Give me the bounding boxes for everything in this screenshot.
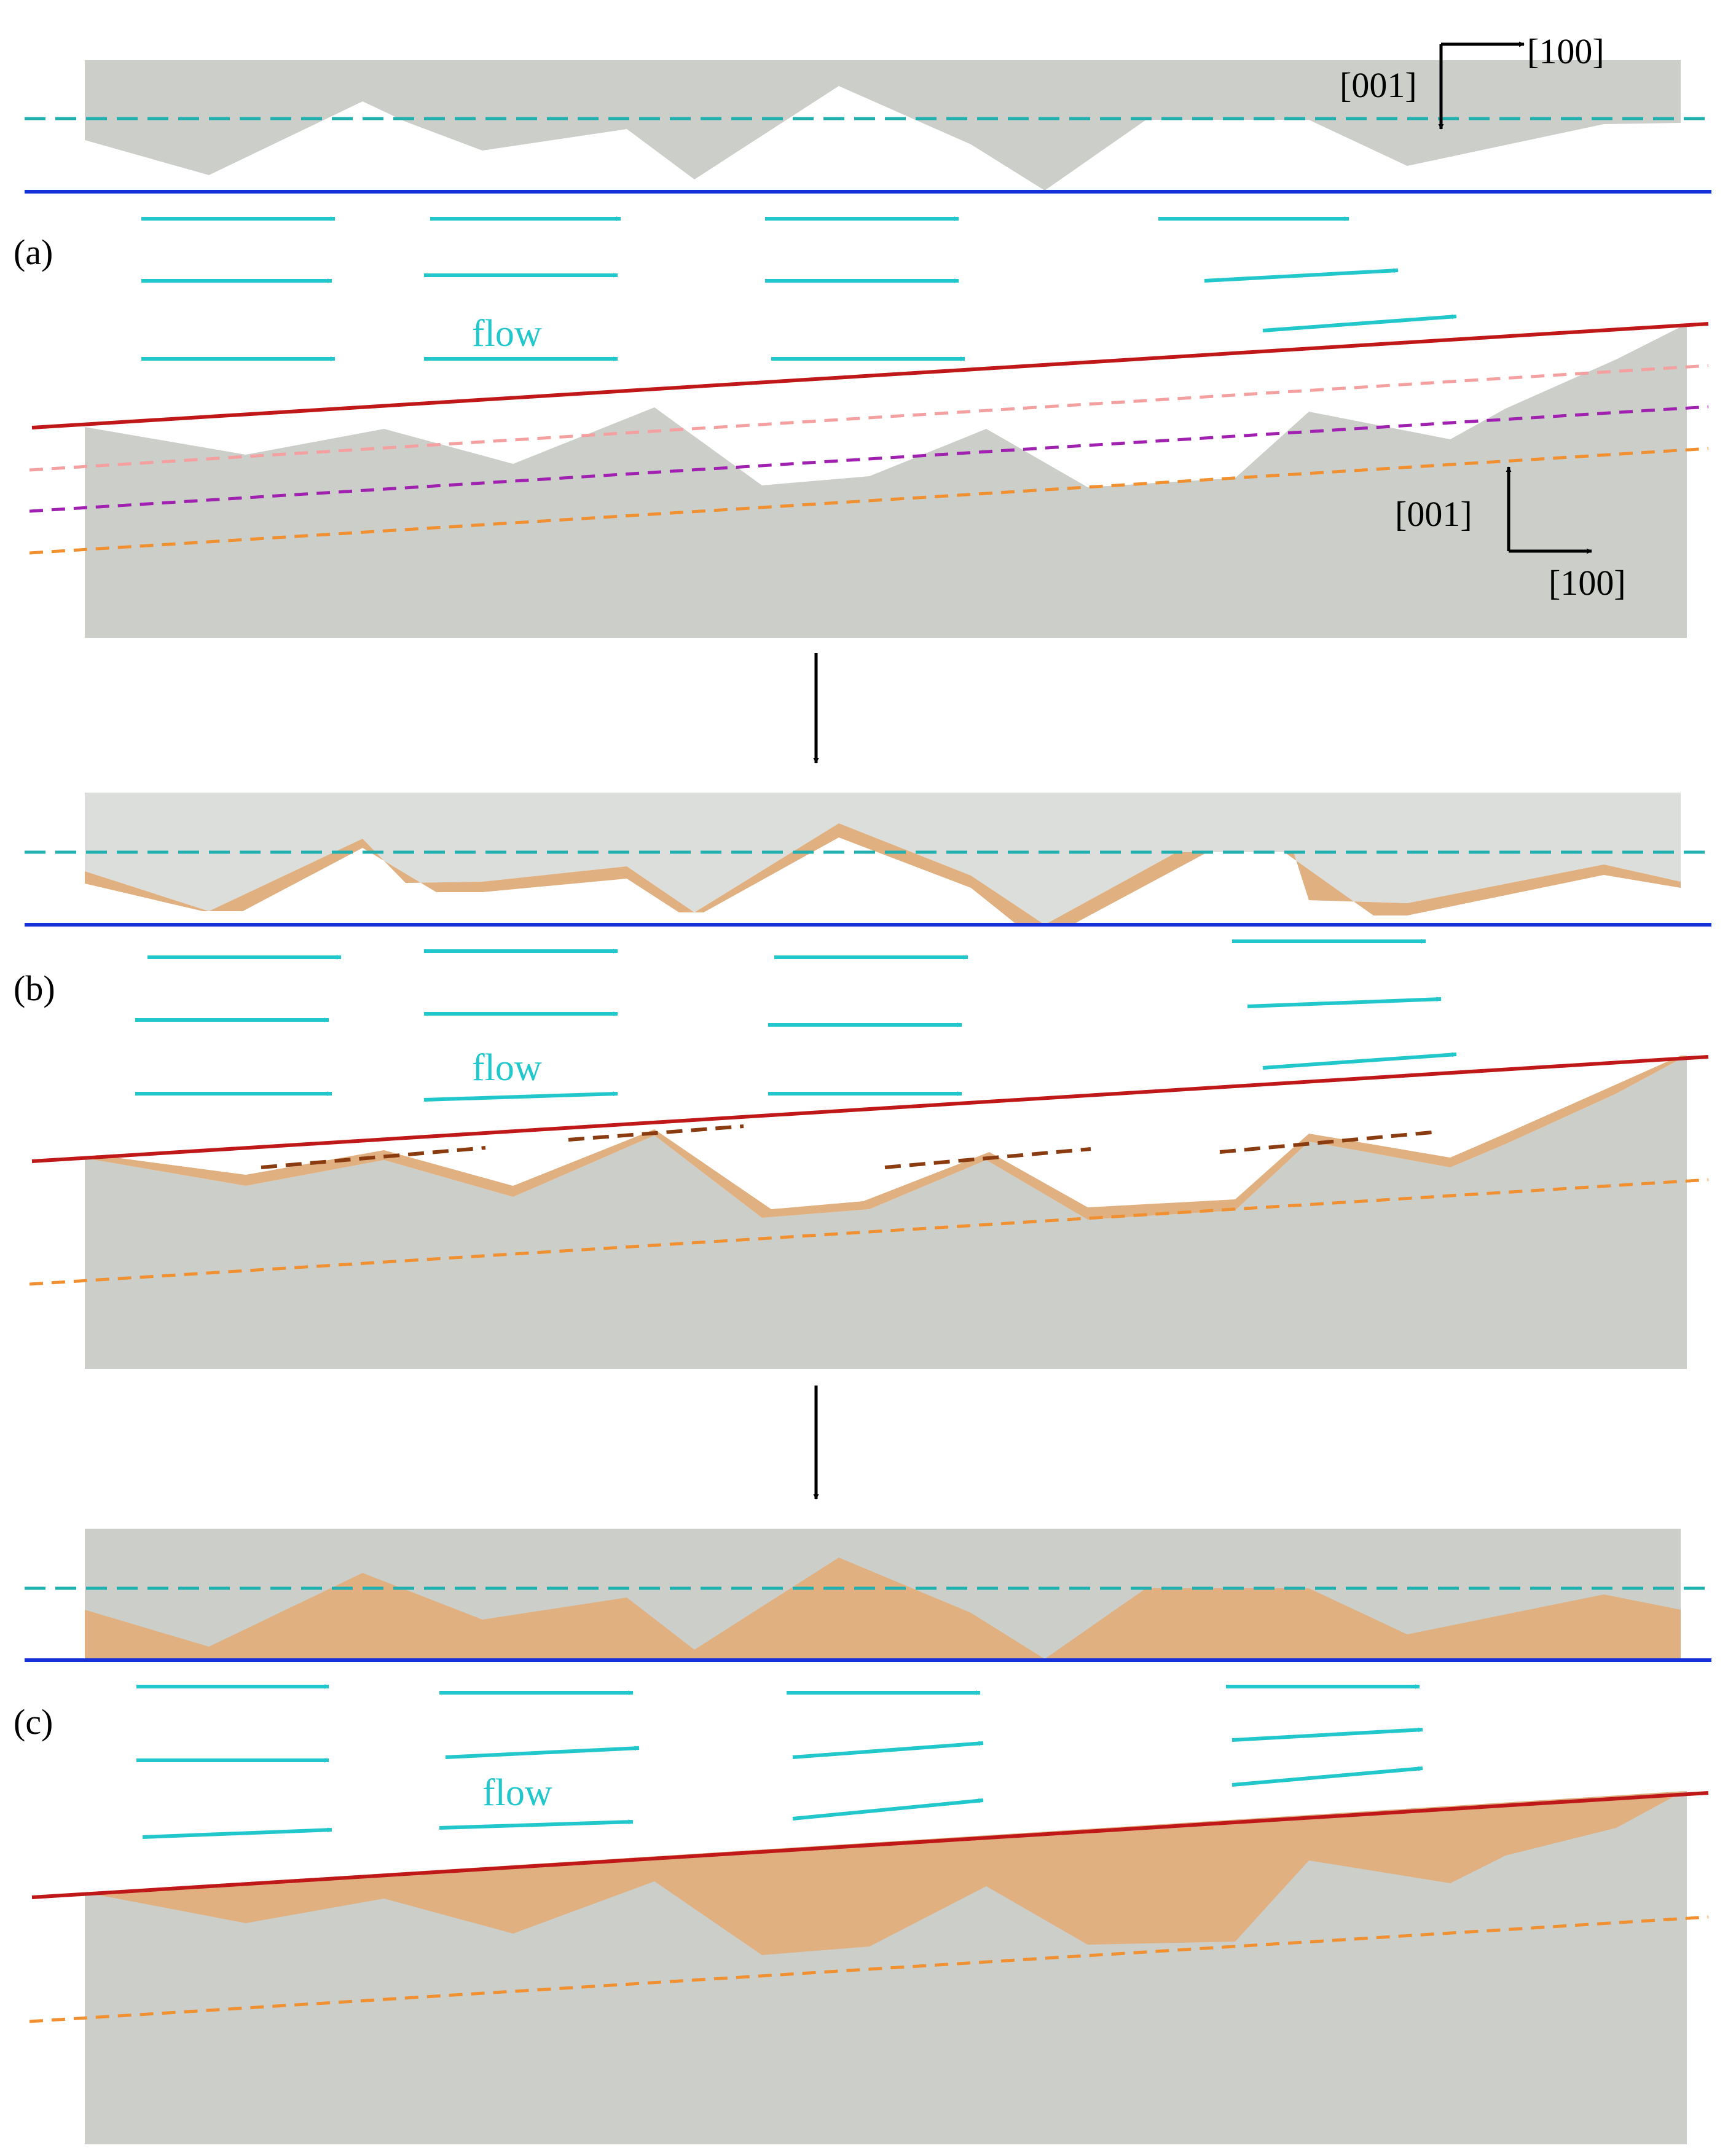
panel-label-b: (b) xyxy=(14,968,55,1008)
dashed-line-orange-a xyxy=(29,447,1709,555)
deposit-layer-lower-b xyxy=(85,1056,1687,1220)
flow-arrow xyxy=(792,1798,984,1821)
dashed-line-orange-c xyxy=(29,1915,1709,2023)
flow-arrow xyxy=(792,1741,984,1759)
axis-001-label-bottom: [001] xyxy=(1395,494,1472,534)
panel-a: flow (a) xyxy=(14,60,1711,638)
terrace-line xyxy=(568,1124,744,1142)
flow-arrow xyxy=(1231,1766,1423,1787)
flow-arrow xyxy=(1231,1727,1423,1742)
panel-label-c: (c) xyxy=(14,1702,53,1742)
terrace-line xyxy=(261,1146,486,1169)
tilted-surface-line-a xyxy=(31,322,1709,429)
flow-arrows-c xyxy=(136,1684,1423,1839)
flow-arrow xyxy=(142,1827,332,1839)
dashed-line-pink-a xyxy=(29,364,1709,472)
axis-001-label-top: [001] xyxy=(1340,65,1417,105)
deposit-layer-upper-b xyxy=(85,823,1681,925)
crystal-axes-bottom: [100] [001] xyxy=(1395,466,1626,603)
axis-100-label-top: [100] xyxy=(1527,31,1604,71)
terrace-line xyxy=(884,1147,1091,1169)
flow-arrow xyxy=(1204,268,1399,283)
deposit-fill-lower-c xyxy=(85,1791,1687,1955)
flow-label-b: flow xyxy=(472,1047,542,1089)
axis-100-label-bottom: [100] xyxy=(1549,563,1626,603)
upper-crystal-a xyxy=(85,60,1681,190)
flow-arrows-b xyxy=(135,939,1457,1102)
flow-arrow xyxy=(423,1091,618,1102)
flow-arrows-a xyxy=(141,216,1457,361)
dashed-line-orange-b xyxy=(29,1178,1709,1286)
flow-arrow xyxy=(1262,1052,1457,1070)
lower-crystal-a xyxy=(85,324,1687,638)
upper-crystal-b xyxy=(85,793,1681,925)
panel-label-a: (a) xyxy=(14,232,53,272)
flow-arrow xyxy=(445,1746,640,1759)
flow-arrow xyxy=(1247,997,1442,1008)
step-terrace-lines-b xyxy=(261,1124,1432,1169)
terrace-line xyxy=(1219,1131,1432,1154)
panel-b: flow (b) xyxy=(14,793,1711,1369)
tilted-surface-line-c xyxy=(31,1791,1709,1899)
flow-arrow xyxy=(439,1819,634,1830)
lower-crystal-b xyxy=(85,1056,1687,1369)
deposit-fill-upper-c xyxy=(85,1558,1681,1659)
panel-c: flow (c) xyxy=(14,1529,1711,2144)
crystal-axes-top: [100] [001] xyxy=(1340,31,1604,130)
flow-label-c: flow xyxy=(482,1772,552,1814)
tilted-surface-line-b xyxy=(31,1055,1709,1163)
flow-label-a: flow xyxy=(472,313,542,355)
flow-arrow xyxy=(1262,314,1457,332)
dashed-line-purple-a xyxy=(29,405,1709,513)
